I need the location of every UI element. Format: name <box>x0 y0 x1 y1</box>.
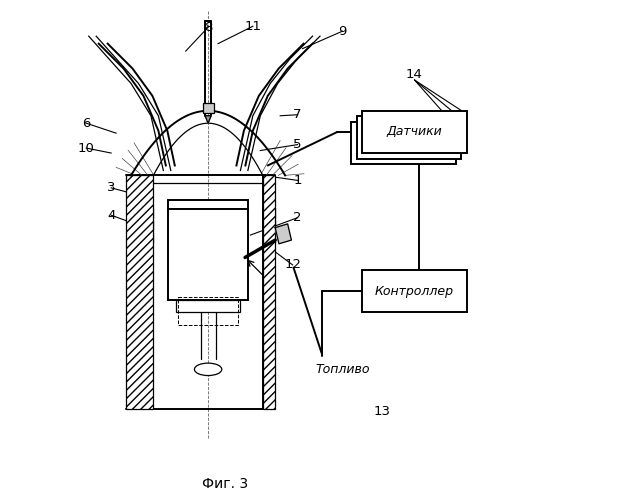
Text: Контроллер: Контроллер <box>375 284 454 298</box>
Bar <box>263 232 275 242</box>
Bar <box>263 176 275 409</box>
Text: Датчики: Датчики <box>387 126 442 138</box>
Bar <box>362 111 467 153</box>
Text: 6: 6 <box>82 116 91 130</box>
Text: 4: 4 <box>107 208 115 222</box>
Text: 12: 12 <box>284 258 301 272</box>
Ellipse shape <box>195 363 222 376</box>
Text: 7: 7 <box>294 108 302 122</box>
Text: 8: 8 <box>204 20 212 34</box>
Text: 11: 11 <box>244 20 261 33</box>
Bar <box>168 200 248 209</box>
Bar <box>203 104 214 114</box>
Text: 10: 10 <box>78 142 94 154</box>
Text: 9: 9 <box>338 24 346 38</box>
Bar <box>141 232 153 242</box>
Bar <box>141 208 153 218</box>
Bar <box>362 270 467 312</box>
Bar <box>141 220 153 230</box>
Text: 1: 1 <box>294 174 302 187</box>
Text: 14: 14 <box>406 68 423 82</box>
Bar <box>176 300 241 312</box>
Bar <box>168 209 248 300</box>
Bar <box>357 116 461 158</box>
Text: Топливо: Топливо <box>315 363 370 376</box>
Polygon shape <box>275 224 292 244</box>
Bar <box>263 220 275 230</box>
Text: 3: 3 <box>107 182 115 194</box>
Bar <box>178 297 238 324</box>
Bar <box>126 176 153 409</box>
Text: Фиг. 3: Фиг. 3 <box>202 476 249 490</box>
Polygon shape <box>205 116 211 123</box>
Text: 5: 5 <box>294 138 302 151</box>
Bar <box>263 208 275 218</box>
Text: 13: 13 <box>374 405 391 418</box>
Bar <box>352 122 455 164</box>
Text: 2: 2 <box>294 211 302 224</box>
